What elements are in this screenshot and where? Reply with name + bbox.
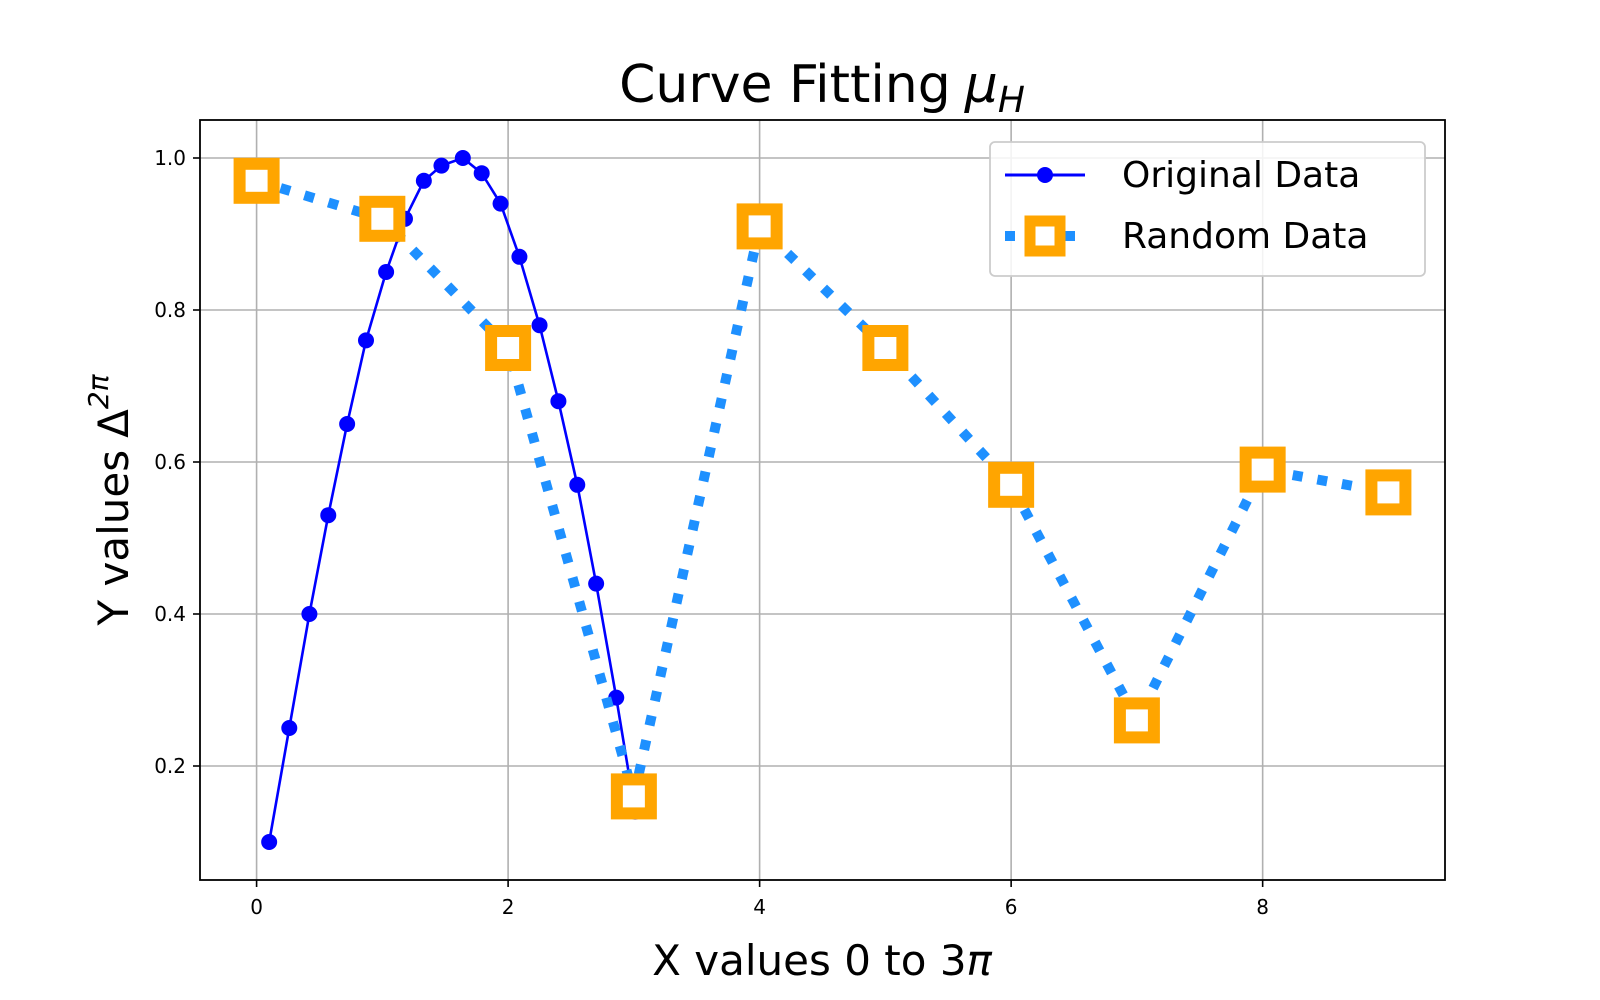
original-data-point (473, 165, 490, 182)
original-data-point (531, 317, 548, 334)
random-data-point (1365, 469, 1412, 516)
original-data-point (261, 834, 278, 850)
legend-random-marker (1024, 215, 1066, 257)
random-data-point (736, 203, 783, 250)
plot-frame (199, 119, 1446, 881)
original-data-point (550, 393, 567, 410)
x-tick-label: 8 (1256, 895, 1269, 919)
y-axis-label: Y valuesΔ2π (82, 373, 138, 626)
original-data-point (569, 476, 586, 493)
y-tick-label: 0.8 (154, 298, 186, 322)
random-data-point (862, 325, 909, 371)
legend: Original Data Random Data (989, 141, 1426, 277)
random-data-point (233, 157, 280, 204)
original-data-point (492, 195, 509, 212)
legend-frame (989, 141, 1426, 277)
ticks: 0 2 4 6 8 0.2 0.4 0.6 0.8 1.0 (154, 146, 1269, 919)
original-data-point (454, 150, 471, 166)
legend-original-marker (1037, 167, 1053, 183)
original-data-point (281, 720, 298, 736)
chart-title: Curve Fitting μH (619, 55, 1025, 121)
random-data-line (255, 176, 1390, 798)
random-data-point (610, 773, 657, 820)
original-data-point (415, 172, 432, 189)
original-data-point (511, 248, 528, 265)
series-layer (233, 150, 1412, 850)
random-data-point (485, 325, 532, 371)
original-data-point (320, 507, 337, 524)
x-axis-label: X values 0 to 3π (652, 936, 992, 985)
x-tick-label: 2 (502, 895, 515, 919)
original-data-point (301, 606, 318, 622)
x-tick-label: 0 (250, 895, 263, 919)
random-data-point (1239, 446, 1286, 493)
random-data-point (1113, 697, 1160, 744)
original-data-point (378, 264, 395, 280)
legend-random-label: Random Data (1122, 216, 1368, 257)
y-tick-label: 0.4 (154, 602, 186, 626)
y-tick-label: 0.2 (154, 754, 186, 778)
x-tick-label: 6 (1005, 895, 1018, 919)
legend-original-label: Original Data (1122, 155, 1360, 196)
x-tick-label: 4 (753, 895, 766, 919)
y-tick-label: 0.6 (154, 450, 186, 474)
original-data-point (433, 157, 450, 174)
random-data-point (359, 195, 406, 242)
y-tick-label: 1.0 (154, 146, 186, 170)
original-data-point (588, 575, 605, 592)
random-data-point (988, 461, 1035, 508)
original-data-point (358, 332, 374, 349)
original-data-point (339, 416, 356, 432)
original-data-line (267, 156, 637, 843)
